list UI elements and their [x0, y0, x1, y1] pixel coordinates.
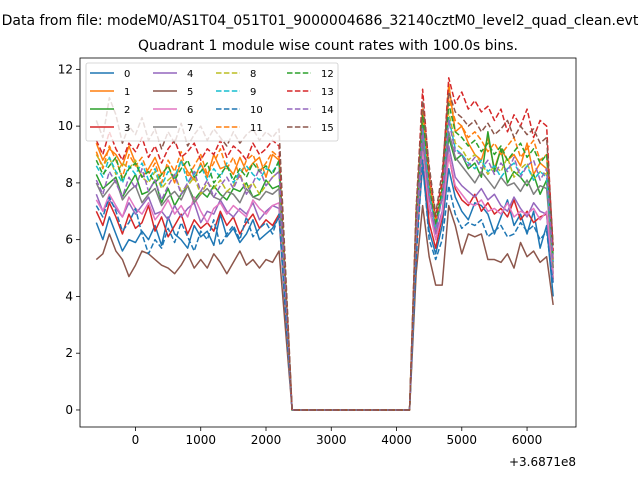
legend-label-0: 0 [124, 69, 130, 80]
y-tick-label: 0 [65, 403, 73, 417]
x-tick-label: 3000 [316, 433, 347, 447]
legend-frame [85, 62, 339, 142]
series-line-9 [95, 116, 554, 411]
y-tick-label: 10 [58, 119, 73, 133]
legend-label-3: 3 [124, 123, 130, 134]
series-line-14 [95, 119, 554, 411]
legend-label-5: 5 [187, 87, 193, 98]
chart-title: Quadrant 1 module wise count rates with … [138, 38, 518, 54]
y-tick-label: 8 [65, 176, 73, 190]
x-tick-label: 2000 [251, 433, 282, 447]
series-line-15 [95, 91, 554, 411]
legend-label-14: 14 [321, 105, 334, 116]
series-layer [95, 77, 554, 411]
legend-label-9: 9 [250, 87, 256, 98]
y-tick-label: 2 [65, 346, 73, 360]
series-line-11 [95, 96, 554, 411]
series-line-10 [95, 159, 554, 411]
y-tick-label: 6 [65, 233, 73, 247]
series-line-6 [95, 150, 554, 411]
legend-label-13: 13 [321, 87, 334, 98]
legend-label-8: 8 [250, 69, 256, 80]
legend-label-6: 6 [187, 105, 193, 116]
x-offset-label: +3.6871e8 [509, 455, 576, 469]
x-tick-label: 1000 [185, 433, 216, 447]
x-tick-label: 6000 [512, 433, 543, 447]
legend-label-7: 7 [187, 123, 193, 134]
legend-label-2: 2 [124, 105, 130, 116]
x-tick-label: 5000 [447, 433, 478, 447]
y-tick-label: 12 [58, 62, 73, 76]
series-line-3 [95, 148, 554, 411]
legend-label-12: 12 [321, 69, 334, 80]
legend-label-15: 15 [321, 123, 334, 134]
legend-label-1: 1 [124, 87, 130, 98]
legend-label-11: 11 [250, 123, 263, 134]
legend-label-4: 4 [187, 69, 193, 80]
y-axis-ticks: 0 2 4 6 8 10 12 [58, 62, 80, 417]
x-tick-label: 0 [132, 433, 140, 447]
y-tick-label: 4 [65, 289, 73, 303]
axes-frame [79, 57, 577, 428]
x-axis-ticks: 0 1000 2000 3000 4000 5000 6000 [132, 427, 543, 447]
legend-label-10: 10 [250, 105, 263, 116]
x-tick-label: 4000 [381, 433, 412, 447]
suptitle: Data from file: modeM0/AS1T04_051T01_900… [2, 13, 639, 29]
